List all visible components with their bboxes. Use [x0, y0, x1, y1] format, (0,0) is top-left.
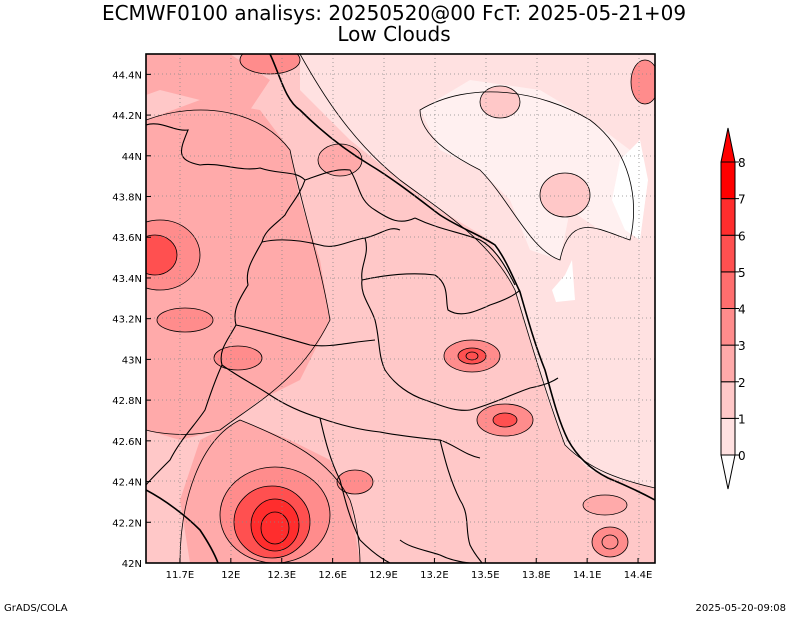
plot-frame [145, 53, 656, 564]
field-max-2 [214, 346, 262, 370]
lon-tick-label: 13.8E [522, 570, 551, 581]
lon-tick-label: 11.7E [166, 570, 195, 581]
lat-tick-label: 42.4N [112, 478, 142, 489]
lon-tick-label: 14.4E [624, 570, 653, 581]
field-max-8 [240, 54, 300, 74]
lat-tick-label: 43N [122, 355, 142, 366]
lat-tick-label: 44.2N [112, 111, 142, 122]
field-sea-zero-2 [552, 260, 575, 302]
coastline-tyrrhenian [146, 489, 219, 563]
field-max-4-core [458, 348, 486, 364]
lat-tick-label: 42.8N [112, 396, 142, 407]
lat-tick-label: 42.6N [112, 437, 142, 448]
lon-tick-label: 12E [221, 570, 240, 581]
lat-tick-label: 44.4N [112, 70, 142, 81]
map-title: ECMWF0100 analisys: 20250520@00 FcT: 202… [101, 1, 687, 25]
lat-tick-label: 42.2N [112, 518, 142, 529]
footer-credit: GrADS/COLA [4, 603, 68, 614]
field-max-6 [592, 527, 628, 557]
field-west-3 [146, 100, 330, 440]
lat-axis: 42N 42.2N 42.4N 42.6N 42.8N 43N 43.2N 43.4N 43.6… [112, 70, 151, 570]
field-max-3 [337, 470, 373, 494]
field-max-south-core [251, 499, 299, 551]
lon-axis: 11.7E 12E 12.3E 12.6E 12.9E 13.2E 13.5E 13.8E 14… [166, 558, 653, 581]
lat-tick-label: 43.6N [112, 233, 142, 244]
cloud-field [146, 54, 655, 563]
lat-tick-label: 42N [122, 559, 142, 570]
contour-lines [146, 54, 655, 563]
field-sea-blob-1 [480, 86, 520, 118]
colorbar-segment [720, 381, 736, 419]
footer-timestamp: 2025-05-20-09:08 [695, 603, 786, 614]
colorbar-label: 5 [738, 266, 746, 280]
lat-tick-label: 44N [122, 152, 142, 163]
colorbar-segment [720, 308, 736, 346]
field-max-ne [631, 60, 655, 104]
lat-tick-label: 43.4N [112, 274, 142, 285]
colorbar-segment [720, 234, 736, 273]
region-borders [146, 123, 559, 563]
colorbar-segment [720, 271, 736, 309]
map-grid [146, 54, 655, 563]
colorbar-segment [720, 198, 736, 236]
colorbar-segment [720, 417, 736, 456]
colorbar-segment [720, 161, 736, 200]
coastline [269, 54, 655, 501]
lon-tick-label: 12.6E [318, 570, 347, 581]
field-max-5-core [493, 413, 517, 427]
colorbar-label: 8 [738, 156, 746, 170]
lon-tick-label: 12.9E [369, 570, 398, 581]
colorbar-label: 3 [738, 339, 746, 353]
field-sea-lower [420, 80, 640, 260]
field-sea-blob-2 [540, 173, 590, 217]
colorbar-label: 2 [738, 376, 746, 390]
lat-tick-label: 43.2N [112, 315, 142, 326]
colorbar-upper-arrow [720, 127, 736, 163]
colorbar-label: 0 [738, 449, 746, 463]
colorbar-label: 7 [738, 193, 746, 207]
colorbar-label: 1 [738, 412, 746, 426]
field-sea-blob-3 [583, 495, 627, 515]
colorbar-segment [720, 344, 736, 383]
field-max-1 [157, 308, 213, 332]
lon-tick-label: 14.1E [573, 570, 602, 581]
colorbar-label: 4 [738, 303, 746, 317]
field-max-west-core [146, 235, 177, 275]
colorbar-lower-arrow [720, 454, 736, 490]
colorbar: 0 1 2 3 4 5 6 7 8 [720, 127, 746, 490]
field-north-3 [146, 54, 270, 110]
lon-tick-label: 13.5E [471, 570, 500, 581]
lon-tick-label: 12.3E [267, 570, 296, 581]
lat-tick-label: 43.8N [112, 193, 142, 204]
colorbar-label: 6 [738, 229, 746, 243]
lon-tick-label: 13.2E [420, 570, 449, 581]
map-subtitle: Low Clouds [337, 22, 451, 46]
